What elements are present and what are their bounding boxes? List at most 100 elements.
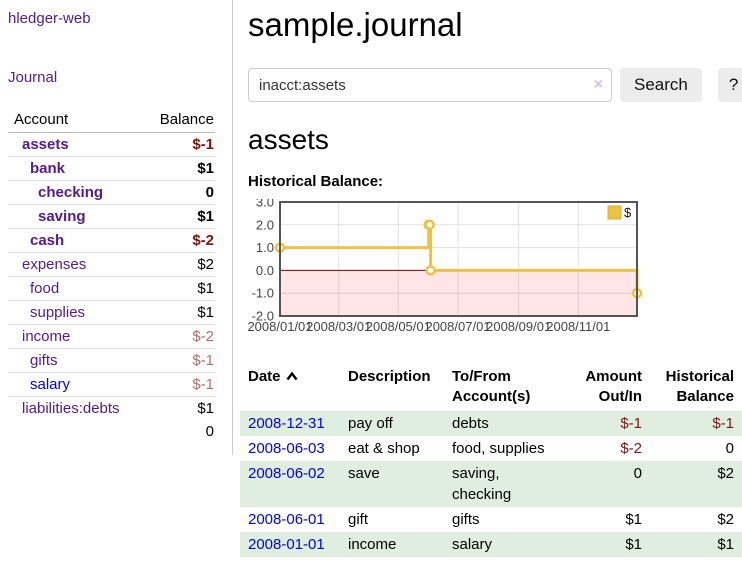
account-link[interactable]: liabilities:debts <box>22 400 120 417</box>
transaction-date-cell: 2008-06-02 <box>240 461 340 507</box>
transaction-date-cell: 2008-12-31 <box>240 411 340 436</box>
page-title: sample.journal <box>248 6 463 43</box>
account-row: bank $1 <box>8 156 215 181</box>
transaction-amount: $1 <box>625 536 642 553</box>
account-link[interactable]: saving <box>38 208 86 225</box>
transaction-row: 2008-06-01 gift gifts $1 $2 <box>240 507 742 532</box>
accounts-total-value: 0 <box>205 423 214 440</box>
column-header-historical: Historical Balance <box>650 365 742 411</box>
sidebar: hledger-web Journal Account Balance asse… <box>0 0 232 443</box>
accounts-total-row: 0 <box>8 420 215 443</box>
account-balance: $1 <box>141 204 215 229</box>
transaction-date-link[interactable]: 2008-12-31 <box>248 415 325 432</box>
search-form: × Search ? <box>248 68 742 102</box>
transaction-description: gift <box>348 511 369 528</box>
help-button[interactable]: ? <box>717 68 742 102</box>
transaction-amount: $-2 <box>620 440 642 457</box>
accounts-table-body: assets $-1 bank $1 checking 0 saving $1 cash $-2 e… <box>8 133 215 420</box>
svg-text:2008/05/01: 2008/05/01 <box>366 319 431 334</box>
account-name-cell: assets <box>8 133 142 157</box>
chart-svg: $3.0 2.0 1.0 0.0 -1.0 -2.02008/01/012008/03/0… <box>247 195 643 334</box>
chart-label: Historical Balance: <box>248 173 384 190</box>
account-balance: $-1 <box>192 136 214 153</box>
account-link[interactable]: salary <box>30 376 71 393</box>
column-header-amount: Amount Out/In <box>565 365 650 411</box>
search-input[interactable] <box>248 68 612 102</box>
transaction-date-link[interactable]: 2008-06-01 <box>248 511 325 528</box>
transaction-row: 2008-06-03 eat & shop food, supplies $-2 0 <box>240 436 742 461</box>
account-name-cell: expenses <box>8 252 142 277</box>
sidebar-divider <box>232 0 233 455</box>
svg-text:2008/01/01: 2008/01/01 <box>247 319 312 334</box>
clear-search-icon[interactable]: × <box>593 76 603 93</box>
account-name-cell: food <box>8 276 142 301</box>
transaction-date-cell: 2008-06-03 <box>240 436 340 461</box>
transaction-balance: $-1 <box>712 415 734 432</box>
account-link[interactable]: checking <box>38 184 104 201</box>
account-link[interactable]: assets <box>22 136 69 153</box>
svg-text:$: $ <box>624 205 632 220</box>
transactions-header-row: Date Description To/From Account(s) Amount Ou… <box>240 365 742 411</box>
account-name-cell: saving <box>8 204 142 229</box>
transaction-row: 2008-12-31 pay off debts $-1 $-1 <box>240 411 742 436</box>
transaction-amount: $1 <box>625 511 642 528</box>
svg-text:2008/09/01: 2008/09/01 <box>486 319 551 334</box>
accounts-header-row: Account Balance <box>8 108 215 133</box>
svg-text:2008/03/01: 2008/03/01 <box>306 319 371 334</box>
account-balance: $1 <box>141 300 215 325</box>
column-header-date[interactable]: Date <box>240 365 340 411</box>
account-balance: $1 <box>141 396 215 420</box>
column-header-line: Description <box>348 368 431 385</box>
transaction-description: pay off <box>348 415 393 432</box>
search-button[interactable]: Search <box>620 68 702 102</box>
column-header-line: Historical <box>665 368 734 385</box>
transaction-accounts: salary <box>452 536 493 553</box>
account-name-cell: income <box>8 324 142 349</box>
transaction-date-cell: 2008-01-01 <box>240 532 340 557</box>
transaction-accounts: food, supplies <box>452 440 545 457</box>
transaction-balance: $2 <box>717 465 734 482</box>
account-row: liabilities:debts $1 <box>8 396 215 420</box>
svg-text:1.0: 1.0 <box>256 240 274 255</box>
accounts-header-account: Account <box>8 108 142 133</box>
column-header-line: Balance <box>676 388 734 405</box>
historical-balance-chart: $3.0 2.0 1.0 0.0 -1.0 -2.0 2008/01/01 2008/03/0… <box>242 195 742 352</box>
sort-ascending-icon <box>286 367 298 387</box>
account-balance: $-2 <box>141 324 215 349</box>
sidebar-item-journal[interactable]: Journal <box>8 69 58 86</box>
account-balance: $1 <box>141 156 215 181</box>
search-input-wrap: × <box>248 68 612 102</box>
transaction-description: eat & shop <box>348 440 420 457</box>
transaction-date-link[interactable]: 2008-01-01 <box>248 536 325 553</box>
svg-text:0.0: 0.0 <box>256 263 274 278</box>
accounts-total-spacer <box>8 420 142 443</box>
account-link[interactable]: food <box>30 280 60 297</box>
account-balance: $1 <box>141 276 215 301</box>
account-link[interactable]: expenses <box>22 256 87 273</box>
transactions-table: Date Description To/From Account(s) Amount Ou… <box>240 365 742 557</box>
transaction-balance: 0 <box>725 440 734 457</box>
svg-text:2.0: 2.0 <box>256 217 274 232</box>
account-link[interactable]: income <box>22 328 71 345</box>
account-row: income $-2 <box>8 324 215 349</box>
account-row: gifts $-1 <box>8 348 215 373</box>
account-link[interactable]: gifts <box>30 352 58 369</box>
svg-text:2008/07/01: 2008/07/01 <box>425 319 490 334</box>
account-name-cell: bank <box>8 156 142 181</box>
transaction-balance: $2 <box>717 511 734 528</box>
account-link[interactable]: bank <box>30 160 66 177</box>
transaction-date-link[interactable]: 2008-06-03 <box>248 440 325 457</box>
account-link[interactable]: supplies <box>30 304 86 321</box>
transaction-date-cell: 2008-06-01 <box>240 507 340 532</box>
account-balance: $-2 <box>141 228 215 253</box>
transaction-balance: $1 <box>717 536 734 553</box>
transaction-row: 2008-06-02 save saving, checking 0 $2 <box>240 461 742 507</box>
account-link[interactable]: cash <box>30 232 65 249</box>
transaction-date-link[interactable]: 2008-06-02 <box>248 465 325 482</box>
transaction-amount: 0 <box>633 465 642 482</box>
account-name-cell: liabilities:debts <box>8 396 142 420</box>
account-balance: $2 <box>141 252 215 277</box>
app-brand-link[interactable]: hledger-web <box>8 10 91 27</box>
account-balance: $-1 <box>141 348 215 373</box>
account-name-cell: gifts <box>8 348 142 373</box>
